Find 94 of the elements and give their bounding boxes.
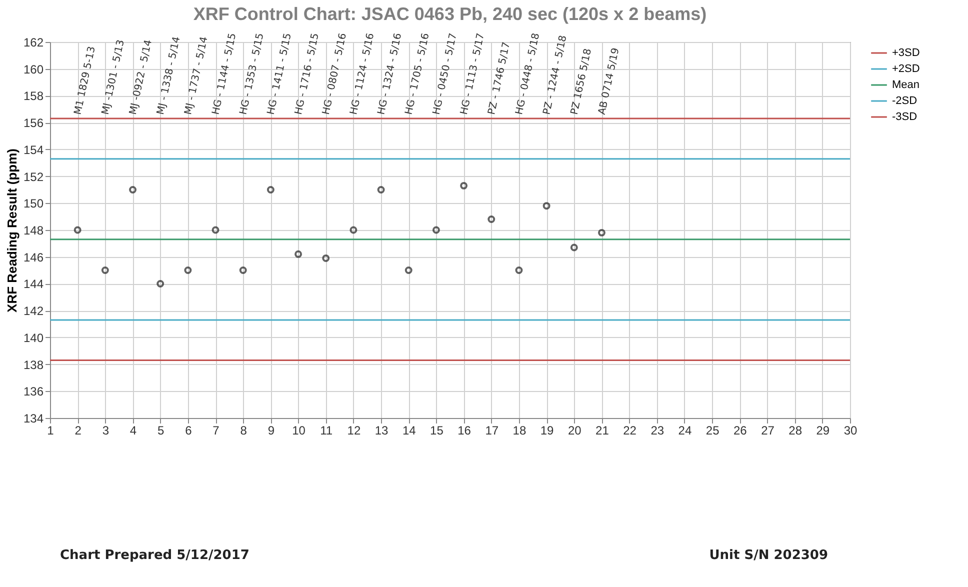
- text: Unit S/N 202309: [709, 548, 828, 563]
- annotation: HG - 1144 - 5/15: [210, 32, 239, 116]
- x-tick-label: 25: [706, 424, 720, 438]
- point: [515, 266, 523, 274]
- annotation: HG - 1124 - 5/16: [348, 32, 377, 116]
- x-tick-label: 22: [623, 424, 637, 438]
- x-tick-label: 11: [320, 424, 333, 438]
- annotation: HG - 1113 - 5/17: [458, 32, 487, 116]
- annotation: HG - 1324 - 5/16: [376, 32, 404, 116]
- x-tick-label: 9: [268, 424, 275, 438]
- annotation: AB 0714 5/19: [596, 46, 622, 116]
- point: [432, 226, 440, 234]
- point: [239, 266, 247, 274]
- annotation: HG - 0450 - 5/17: [431, 32, 460, 116]
- x-tick-label: 26: [733, 424, 748, 438]
- annotation: MJ -0922 - 5/14: [128, 38, 154, 116]
- y-tick-label: 148: [23, 224, 44, 238]
- x-tick-label: 30: [844, 424, 858, 438]
- x-tick-label: 5: [158, 424, 164, 438]
- point: [212, 226, 220, 234]
- annotation: PZ 1656 5/18: [569, 48, 594, 116]
- y-tick-label: 150: [23, 196, 44, 211]
- y-tick-label: 138: [23, 358, 44, 372]
- point: [156, 280, 164, 288]
- x-tick-label: 10: [292, 424, 306, 438]
- x-tick-label: 23: [650, 424, 664, 438]
- y-tick-label: 136: [23, 384, 44, 399]
- x-tick-label: 13: [374, 424, 389, 438]
- legend-label: -2SD: [892, 95, 918, 107]
- x-tick-label: 8: [240, 424, 248, 438]
- y-tick-label: 156: [23, 116, 44, 130]
- y-axis-title: XRF Reading Result (ppm): [4, 148, 20, 312]
- x-tick-label: 28: [788, 424, 802, 438]
- x-tick-label: 20: [568, 424, 582, 438]
- point: [542, 202, 550, 210]
- y-tick-label: 140: [23, 330, 44, 345]
- annotation: HG - 0807 - 5/16: [320, 32, 350, 116]
- legend-label: +2SD: [892, 63, 920, 75]
- text: Chart Prepared 5/12/2017: [60, 548, 250, 563]
- annotation: HG - 1716 - 5/15: [293, 32, 322, 116]
- legend-label: +3SD: [892, 47, 920, 59]
- y-tick-label: 154: [23, 142, 44, 157]
- annotation: M1 1829 5-13: [72, 45, 98, 116]
- y-tick-label: 162: [23, 36, 44, 50]
- x-tick-label: 1: [47, 424, 54, 438]
- chart-title: XRF Control Chart: JSAC 0463 Pb, 240 sec (120s x 2 beams): [193, 4, 707, 24]
- point: [322, 254, 330, 262]
- x-tick-label: 4: [130, 424, 137, 438]
- x-tick-label: 19: [540, 424, 554, 438]
- point: [488, 216, 496, 223]
- x-tick-label: 14: [402, 424, 416, 438]
- legend-label: -3SD: [892, 111, 918, 123]
- point: [184, 266, 192, 274]
- y-tick-label: 152: [23, 170, 44, 184]
- x-tick-label: 18: [512, 424, 526, 438]
- x-tick-label: 3: [102, 424, 110, 438]
- point: [570, 244, 578, 252]
- annotation: MJ - 1338 - 5/14: [155, 36, 183, 116]
- x-tick-label: 15: [430, 424, 444, 438]
- x-tick-label: 12: [347, 424, 361, 438]
- annotation: PZ - 1244 - 5/18: [542, 34, 570, 116]
- x-tick-label: 2: [74, 424, 82, 438]
- x-tick-label: 24: [678, 424, 692, 438]
- annotation: HG - 0448 - 5/18: [514, 32, 542, 116]
- point: [129, 186, 136, 194]
- y-tick-label: 146: [23, 250, 44, 264]
- annotation: HG - 1705 - 5/16: [404, 32, 432, 116]
- annotation: PZ - 1746 5/17: [486, 41, 513, 116]
- y-tick-label: 158: [23, 89, 44, 104]
- x-tick-label: 7: [212, 424, 220, 438]
- y-tick-label: 142: [23, 304, 44, 318]
- y-tick-label: 144: [23, 277, 44, 292]
- point: [598, 228, 606, 236]
- x-tick-label: 6: [185, 424, 192, 438]
- legend-label: Mean: [892, 79, 920, 91]
- point: [294, 250, 302, 258]
- point: [350, 226, 358, 234]
- annotation: HG - 1411 - 5/15: [266, 32, 294, 116]
- point: [404, 266, 412, 274]
- x-tick-label: 21: [596, 424, 610, 438]
- annotation: MJ -1301 - 5/13: [100, 38, 127, 116]
- point: [74, 226, 82, 234]
- x-tick-label: 16: [458, 424, 472, 438]
- annotation: HG - 1353 - 5/15: [238, 32, 266, 116]
- annotation: MJ - 1737 - 5/14: [183, 36, 210, 116]
- x-tick-label: 27: [761, 424, 775, 438]
- point: [101, 266, 109, 274]
- x-tick-label: 17: [485, 424, 499, 438]
- point: [460, 182, 468, 190]
- y-tick-label: 160: [23, 62, 44, 76]
- x-tick-label: 29: [816, 424, 830, 438]
- point: [377, 186, 385, 194]
- y-tick-label: 134: [23, 412, 44, 426]
- point: [266, 186, 274, 194]
